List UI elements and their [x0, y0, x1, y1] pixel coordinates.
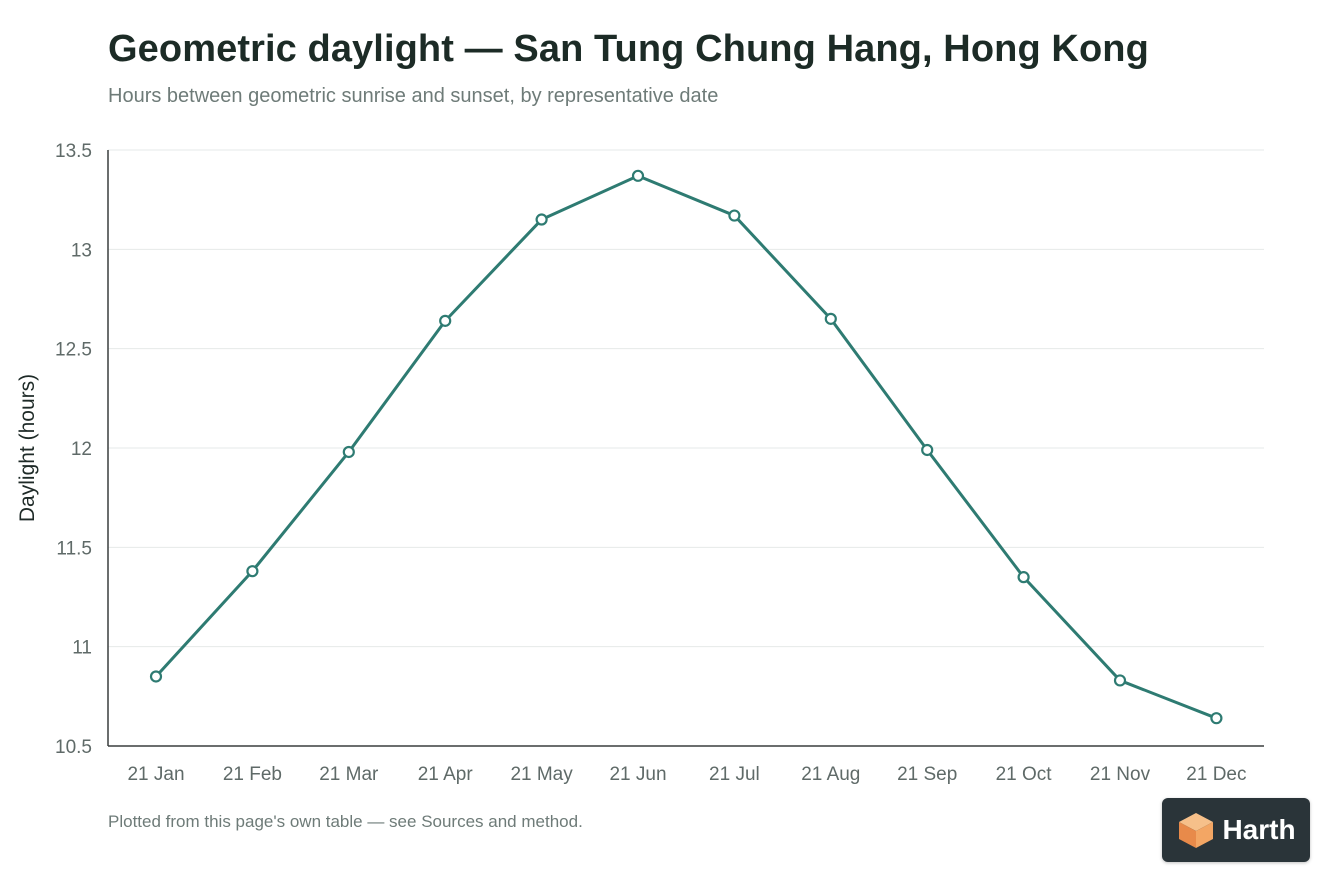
y-tick-label: 13.5: [55, 141, 92, 162]
cube-icon: [1179, 813, 1214, 848]
y-axis-title: Daylight (hours): [16, 374, 39, 522]
data-point[interactable]: [342, 445, 355, 459]
series-group: [149, 169, 1223, 725]
y-tick-label: 11: [72, 638, 92, 659]
y-tick-label: 12.5: [55, 340, 92, 361]
x-tick-label: 21 Apr: [418, 764, 474, 785]
y-tick-label: 10.5: [55, 737, 92, 758]
x-tick-label: 21 Nov: [1090, 764, 1151, 785]
harth-logo[interactable]: Harth: [1162, 798, 1310, 862]
x-tick-label: 21 Dec: [1186, 764, 1246, 785]
y-axis-ticks: 10.5 11 11.5 12 12.5 13 13.5: [55, 141, 92, 758]
x-tick-label: 21 Jan: [127, 764, 184, 785]
x-tick-label: 21 Feb: [223, 764, 282, 785]
data-point[interactable]: [631, 169, 645, 182]
data-point[interactable]: [246, 565, 259, 578]
data-point[interactable]: [535, 213, 548, 226]
data-point[interactable]: [728, 209, 741, 222]
y-tick-label: 13: [71, 240, 92, 261]
x-tick-label: 21 Oct: [996, 764, 1053, 785]
y-tick-label: 12: [71, 439, 92, 460]
x-tick-label: 21 Aug: [801, 764, 860, 785]
data-point[interactable]: [1210, 712, 1223, 725]
daylight-line-chart: 10.5 11 11.5 12 12.5 13 13.5 21 Jan 21 Feb 21 Ma…: [16, 141, 1264, 785]
data-point[interactable]: [1113, 674, 1127, 687]
data-point[interactable]: [824, 312, 837, 325]
x-tick-label: 21 Jun: [609, 764, 666, 785]
logo-text: Harth: [1222, 814, 1296, 845]
x-tick-label: 21 Sep: [897, 764, 957, 785]
chart-title: Geometric daylight — San Tung Chung Hang…: [108, 28, 1149, 70]
x-axis-ticks: 21 Jan 21 Feb 21 Mar 21 Apr 21 May 21 Jun 21 J…: [127, 764, 1246, 785]
series-line: [154, 174, 1218, 720]
x-tick-label: 21 May: [510, 764, 573, 785]
x-tick-label: 21 Mar: [319, 764, 379, 785]
data-point[interactable]: [921, 443, 934, 457]
grid-lines: [108, 149, 1264, 747]
footnote: Plotted from this page's own table — see…: [108, 812, 583, 831]
data-point[interactable]: [1017, 571, 1030, 584]
data-point[interactable]: [149, 670, 163, 683]
x-tick-label: 21 Jul: [709, 764, 760, 785]
y-tick-label: 11.5: [56, 538, 92, 559]
data-point[interactable]: [439, 314, 452, 327]
chart-subtitle: Hours between geometric sunrise and suns…: [108, 85, 719, 107]
